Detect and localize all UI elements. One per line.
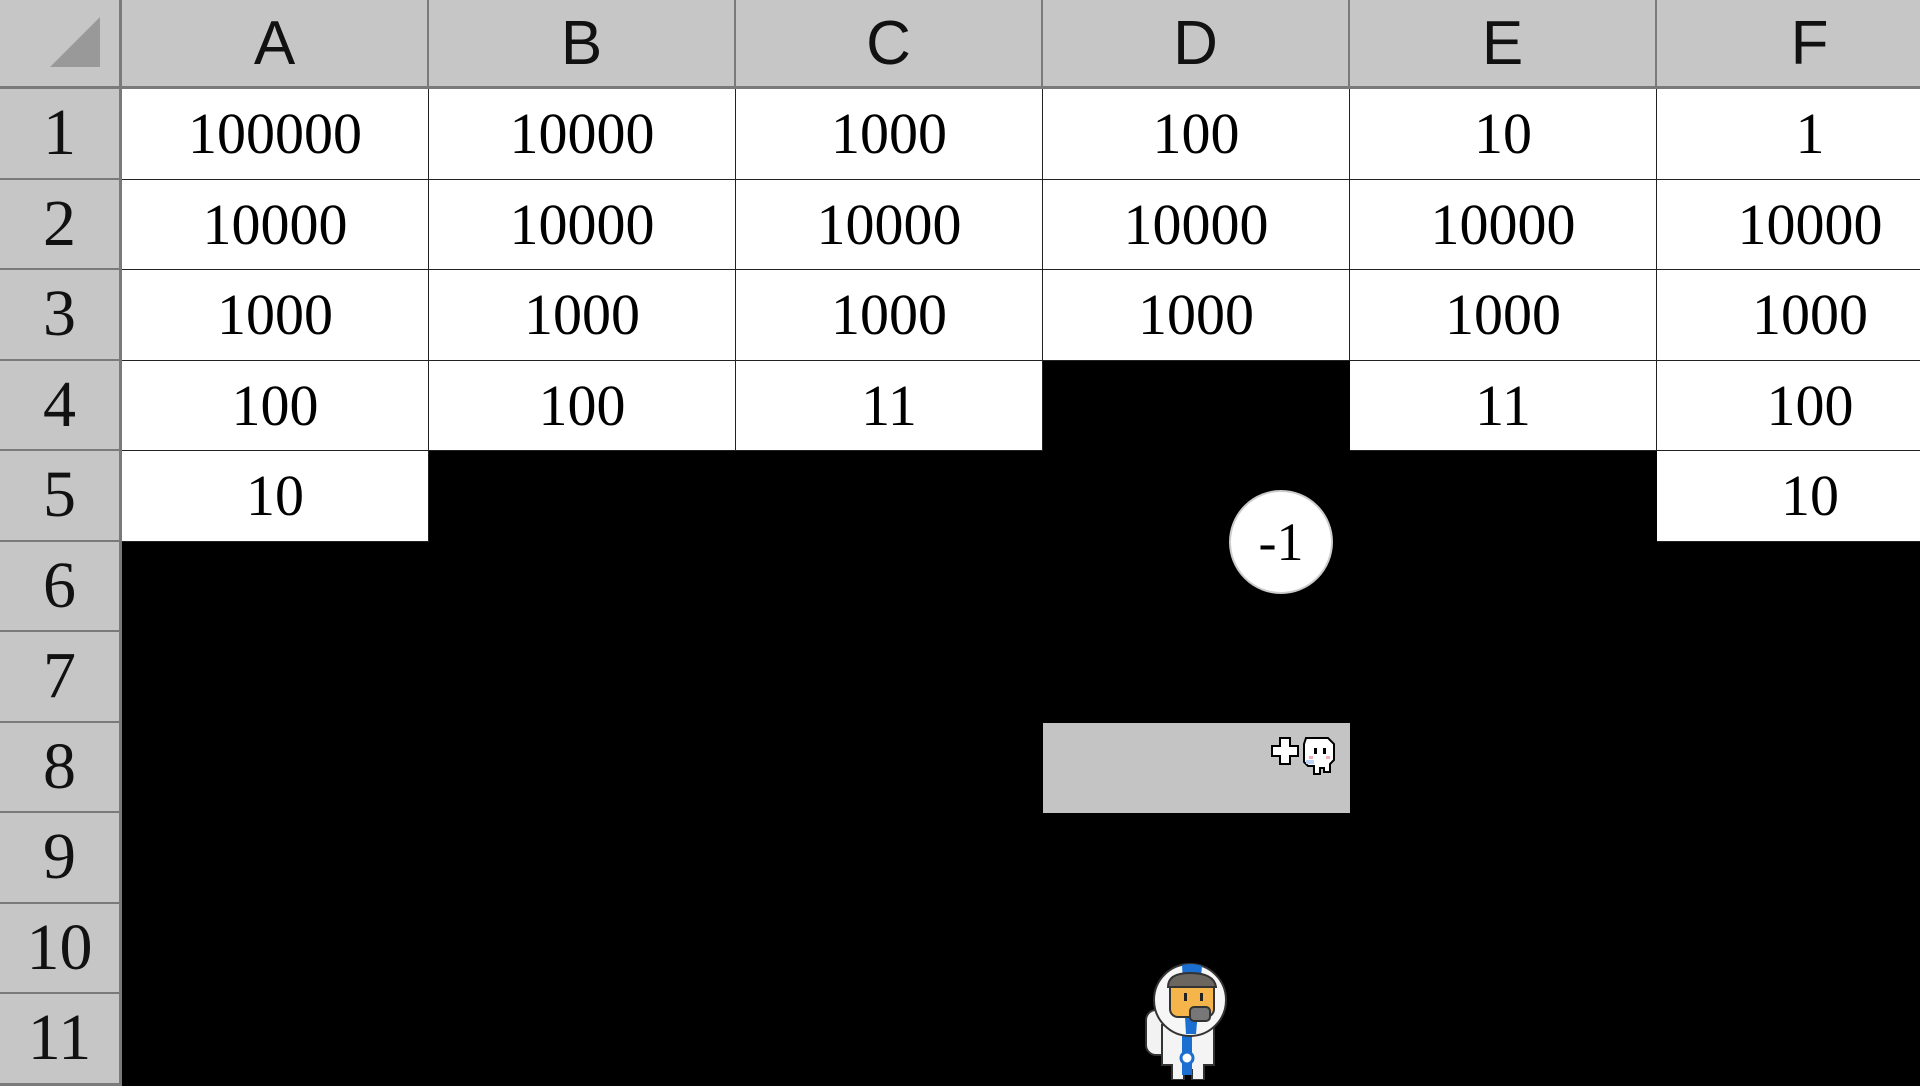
cell-c1[interactable]: 1000 (736, 89, 1044, 181)
cell-e10[interactable] (1350, 903, 1658, 995)
cell-a6[interactable] (122, 541, 430, 633)
cell-a8[interactable] (122, 722, 430, 814)
cell-d1[interactable]: 100 (1043, 89, 1351, 181)
cell-c5[interactable] (736, 451, 1044, 543)
column-header-b[interactable]: B (429, 0, 737, 89)
cell-f11[interactable] (1657, 994, 1920, 1086)
row-header-7[interactable]: 7 (0, 632, 122, 724)
select-all-triangle-icon (50, 17, 100, 67)
cell-d2[interactable]: 10000 (1043, 179, 1351, 271)
cell-f7[interactable] (1657, 632, 1920, 724)
cell-e1[interactable]: 10 (1350, 89, 1658, 181)
cell-e3[interactable]: 1000 (1350, 270, 1658, 362)
cell-c2[interactable]: 10000 (736, 179, 1044, 271)
cell-e4[interactable]: 11 (1350, 360, 1658, 452)
row-header-3[interactable]: 3 (0, 270, 122, 362)
cell-a2[interactable]: 10000 (122, 179, 430, 271)
cell-c10[interactable] (736, 903, 1044, 995)
cell-f4[interactable]: 100 (1657, 360, 1920, 452)
cell-b3[interactable]: 1000 (429, 270, 737, 362)
cell-e7[interactable] (1350, 632, 1658, 724)
cell-d4[interactable] (1043, 360, 1351, 452)
cell-c7[interactable] (736, 632, 1044, 724)
cell-f8[interactable] (1657, 722, 1920, 814)
cell-d9[interactable] (1043, 813, 1351, 905)
cell-a9[interactable] (122, 813, 430, 905)
cell-a10[interactable] (122, 903, 430, 995)
cell-b11[interactable] (429, 994, 737, 1086)
cell-a7[interactable] (122, 632, 430, 724)
cell-c8[interactable] (736, 722, 1044, 814)
cell-b7[interactable] (429, 632, 737, 724)
cell-a11[interactable] (122, 994, 430, 1086)
cell-b9[interactable] (429, 813, 737, 905)
plus-icon (1271, 737, 1299, 765)
column-header-a[interactable]: A (122, 0, 430, 89)
cell-c11[interactable] (736, 994, 1044, 1086)
cell-e8[interactable] (1350, 722, 1658, 814)
cell-e5[interactable] (1350, 451, 1658, 543)
cell-e2[interactable]: 10000 (1350, 179, 1658, 271)
cell-c6[interactable] (736, 541, 1044, 633)
row-header-8[interactable]: 8 (0, 722, 122, 814)
cell-f6[interactable] (1657, 541, 1920, 633)
row-header-11[interactable]: 11 (0, 994, 122, 1086)
cell-f3[interactable]: 1000 (1657, 270, 1920, 362)
select-all-corner[interactable] (0, 0, 122, 89)
row-header-2[interactable]: 2 (0, 179, 122, 271)
row-header-9[interactable]: 9 (0, 813, 122, 905)
row-header-6[interactable]: 6 (0, 541, 122, 633)
cell-d3[interactable]: 1000 (1043, 270, 1351, 362)
cell-b4[interactable]: 100 (429, 360, 737, 452)
cell-b1[interactable]: 10000 (429, 89, 737, 181)
cell-d7[interactable] (1043, 632, 1351, 724)
ghost-sprite-icon (1303, 737, 1335, 775)
cell-f5[interactable]: 10 (1657, 451, 1920, 543)
column-header-d[interactable]: D (1043, 0, 1351, 89)
score-bubble: -1 (1229, 490, 1333, 594)
row-header-4[interactable]: 4 (0, 360, 122, 452)
cell-d8[interactable] (1043, 722, 1351, 814)
cell-e11[interactable] (1350, 994, 1658, 1086)
special-cell-sprites (1262, 732, 1342, 780)
cell-c4[interactable]: 11 (736, 360, 1044, 452)
cell-c9[interactable] (736, 813, 1044, 905)
cell-a4[interactable]: 100 (122, 360, 430, 452)
row-header-10[interactable]: 10 (0, 903, 122, 995)
score-bubble-text: -1 (1258, 512, 1304, 572)
cell-e6[interactable] (1350, 541, 1658, 633)
column-header-e[interactable]: E (1350, 0, 1658, 89)
cell-a1[interactable]: 100000 (122, 89, 430, 181)
cell-f2[interactable]: 10000 (1657, 179, 1920, 271)
cell-b5[interactable] (429, 451, 737, 543)
column-header-f[interactable]: F (1657, 0, 1920, 89)
cell-b2[interactable]: 10000 (429, 179, 737, 271)
row-header-1[interactable]: 1 (0, 89, 122, 181)
column-header-c[interactable]: C (736, 0, 1044, 89)
astronaut-character[interactable] (1138, 955, 1238, 1081)
cell-a3[interactable]: 1000 (122, 270, 430, 362)
cell-c3[interactable]: 1000 (736, 270, 1044, 362)
cell-f9[interactable] (1657, 813, 1920, 905)
cell-b10[interactable] (429, 903, 737, 995)
cell-f1[interactable]: 1 (1657, 89, 1920, 181)
cell-f10[interactable] (1657, 903, 1920, 995)
cell-b6[interactable] (429, 541, 737, 633)
cell-e9[interactable] (1350, 813, 1658, 905)
row-header-5[interactable]: 5 (0, 451, 122, 543)
cell-a5[interactable]: 10 (122, 451, 430, 543)
cell-b8[interactable] (429, 722, 737, 814)
